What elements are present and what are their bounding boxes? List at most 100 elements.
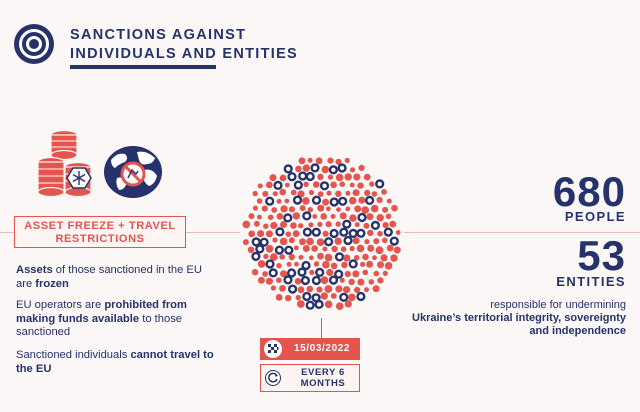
person-dot (322, 246, 328, 252)
person-dot (366, 213, 374, 221)
person-dot (339, 212, 347, 220)
person-dot (390, 254, 398, 262)
entity-dot (370, 220, 381, 231)
entity-dot (338, 196, 348, 206)
person-dot (279, 254, 285, 260)
entity-dot (310, 163, 320, 173)
person-dot (298, 223, 304, 229)
detail-assets-frozen: Assets of those sanctioned in the EU are… (16, 264, 216, 291)
entity-dot (287, 284, 298, 294)
person-dot (341, 261, 348, 269)
person-dot (391, 204, 398, 212)
person-dot (324, 253, 333, 262)
person-dot (373, 238, 380, 245)
person-dot (302, 197, 310, 205)
entity-dot (319, 181, 330, 191)
detail-3-text-a: Sanctioned individuals (16, 349, 131, 361)
detail-3-bold: cannot travel to the EU (16, 349, 214, 375)
entity-dot (311, 275, 322, 286)
person-dot (257, 230, 265, 238)
travel-ban-globe-icon (104, 146, 162, 198)
entity-dot (329, 228, 339, 239)
people-count: 680 (552, 168, 626, 215)
entity-dot (328, 165, 339, 175)
entity-dot (255, 244, 265, 254)
person-dot (358, 196, 366, 204)
entity-dot (259, 237, 269, 247)
entity-dot (329, 197, 339, 207)
person-dot (308, 222, 314, 228)
person-dot (272, 191, 278, 197)
person-dot (330, 181, 337, 189)
entity-dot (315, 267, 325, 278)
person-dot (357, 278, 365, 286)
detail-2-text-a: EU operators are (16, 299, 105, 311)
person-dot (265, 245, 274, 253)
person-dot (284, 182, 290, 188)
measure-label: ASSET FREEZE + TRAVEL RESTRICTIONS (14, 216, 186, 248)
entity-dot (348, 259, 358, 269)
person-dot (292, 212, 300, 220)
person-dot (269, 174, 277, 182)
person-dot (317, 252, 324, 260)
person-dot (370, 204, 379, 213)
person-dot (302, 245, 310, 252)
entity-dot (300, 275, 311, 286)
person-dot (279, 188, 286, 196)
person-dot (335, 221, 341, 227)
person-dot (352, 270, 360, 278)
person-dot (339, 181, 345, 187)
person-dot (356, 244, 365, 253)
person-dot (343, 254, 351, 262)
entity-dot (298, 171, 308, 181)
person-dot (308, 189, 315, 196)
person-dot (344, 157, 350, 163)
measure-label-line-2: RESTRICTIONS (55, 233, 145, 245)
person-dot (265, 181, 273, 189)
person-dot (360, 261, 366, 267)
person-dot (322, 260, 330, 269)
entity-dot (328, 275, 339, 285)
entities-label: ENTITIES (556, 274, 626, 289)
person-dot (297, 286, 305, 294)
person-dot (312, 181, 320, 188)
person-dot (285, 294, 292, 302)
entity-dot (274, 245, 285, 255)
person-dot (306, 285, 314, 293)
person-dot (307, 207, 313, 213)
person-dot (276, 263, 282, 269)
person-dot (293, 245, 299, 251)
person-dot (384, 262, 393, 270)
person-dot (327, 174, 333, 180)
person-dot (308, 255, 314, 261)
entity-dot (292, 195, 303, 205)
person-dot (368, 279, 375, 285)
person-dot (251, 269, 259, 276)
person-dot (377, 230, 383, 237)
frozen-coins-icon (37, 129, 92, 198)
person-dot (324, 300, 333, 309)
entity-dot (339, 227, 349, 237)
person-dot (299, 205, 306, 212)
person-dot (340, 246, 347, 252)
person-dot (345, 190, 351, 196)
person-dot (348, 196, 357, 205)
person-dot (354, 205, 362, 213)
person-dot (335, 173, 344, 182)
connector-line-right (404, 232, 640, 233)
person-dot (349, 245, 355, 252)
person-dot (382, 222, 389, 229)
entity-dot (275, 227, 285, 237)
person-dot (330, 262, 338, 270)
entity-dot (286, 268, 297, 278)
person-dot (362, 269, 369, 276)
entity-dot (311, 227, 321, 237)
person-dot (371, 191, 378, 197)
sanctioned-dots-cluster (242, 157, 401, 310)
person-dot (366, 260, 374, 268)
entity-dot (337, 163, 347, 173)
person-dot (389, 220, 397, 228)
entities-count: 53 (577, 232, 626, 279)
person-dot (311, 245, 318, 252)
person-dot (325, 221, 332, 228)
